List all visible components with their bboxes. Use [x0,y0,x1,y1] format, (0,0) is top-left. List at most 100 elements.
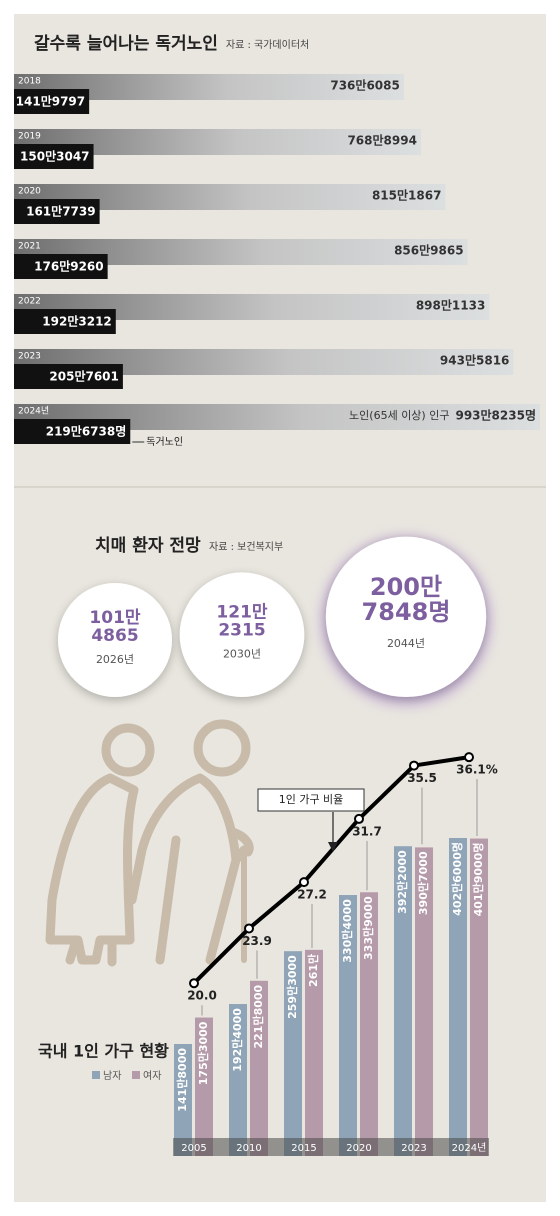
x-tick-label: 2015 [291,1143,316,1154]
bar-label: 402만6000명 [450,842,464,916]
bubble-value: 2315 [218,621,265,641]
population-label: 943만5816 [440,353,510,368]
bar [284,951,302,1156]
bar-label: 390만7000 [416,851,430,915]
ratio-point [354,813,364,824]
bubble-year: 2044년 [387,637,425,650]
bubble-value: 200만 [370,573,442,601]
series-annotation: 노인(65세 이상) 인구 [349,409,449,422]
solitary-label: 205만7601 [49,369,119,384]
population-label: 768만8994 [347,133,417,148]
solitary-bar [14,364,123,389]
bar [415,847,433,1156]
ratio-point [464,752,474,763]
bar [360,892,378,1156]
bar-label: 261만 [306,954,320,987]
bar-label: 401만9000명 [471,843,485,917]
population-label: 815만1867 [372,188,442,203]
bar-label: 141만8000 [175,1048,189,1112]
ratio-point [299,877,309,888]
x-tick-label: 2010 [236,1143,261,1154]
year-label: 2022 [18,297,41,307]
year-label: 2021 [18,242,41,252]
legend-label: 남자 [103,1070,121,1082]
population-label: 993만8235명 [455,408,536,423]
year-label: 2019 [18,132,41,142]
x-tick-label: 2005 [181,1143,206,1154]
bar-label: 392만2000 [395,850,409,914]
bar [470,838,488,1156]
bubble-value: 101만 [89,608,140,628]
bar-label: 259만3000 [285,955,299,1019]
bar [394,846,412,1156]
population-label: 898만1133 [416,298,486,313]
solitary-bar [14,89,90,114]
ratio-point [189,978,199,989]
solitary-label: 176만9260 [34,259,104,274]
bubble [179,572,305,697]
bubble-value: 121만 [216,603,267,623]
legend-label: 여자 [143,1070,161,1082]
source: 자료 : 보건복지부 [209,541,283,553]
bar [229,1004,247,1156]
bar [195,1017,213,1156]
solitary-label: 141만9797 [16,94,86,109]
legend-swatch [132,1071,140,1079]
elderly-illustration [45,719,254,967]
bar [305,949,323,1156]
solitary-label: 150만3047 [20,149,90,164]
legend-swatch [92,1071,100,1079]
bar [250,980,268,1156]
bar-label: 192만4000 [230,1008,244,1072]
bar-label: 221만8000 [251,984,265,1048]
ratio-point [409,760,419,771]
solitary-label: 219만6738명 [46,424,127,439]
year-label: 2023 [18,352,41,362]
chart-title: 갈수록 늘어나는 독거노인 [34,34,218,54]
solitary-bar [14,144,94,169]
ratio-label: 31.7 [352,824,382,838]
ratio-label: 20.0 [187,989,217,1003]
solitary-bar [14,199,100,224]
bubble-value: 7848명 [362,598,451,626]
bubble-year: 2026년 [96,653,134,666]
annotation-box [257,788,365,812]
x-tick-label: 2020 [346,1143,371,1154]
solitary-bar [14,254,108,279]
bar-label: 333만9000 [361,896,375,960]
chart-title: 국내 1인 가구 현황 [38,1042,169,1061]
chart-title: 치매 환자 전망 [95,536,201,556]
ratio-label: 36.1% [456,763,498,777]
source: 자료 : 국가데이터처 [226,39,309,51]
axis-band [173,1138,489,1156]
x-tick-label: 2023 [401,1143,426,1154]
x-tick-label: 2024년 [452,1142,487,1154]
population-label: 856만9865 [394,243,464,258]
ratio-point [244,923,254,934]
solitary-bar [14,309,116,334]
bar [174,1043,192,1156]
bar [339,895,357,1156]
ratio-label: 27.2 [297,888,327,902]
ratio-line [192,755,470,985]
solitary-label: 161만7739 [26,204,96,219]
solitary-bar [14,419,131,444]
year-label: 2018 [18,77,41,87]
bubble [325,536,487,697]
bar [449,838,467,1156]
ratio-label: 35.5 [407,771,437,785]
ratio-label: 23.9 [242,934,272,948]
year-label: 2020 [18,187,41,197]
population-label: 736만6085 [330,78,400,93]
annotation-arrowhead [328,842,338,852]
bubble-value: 4865 [91,626,138,646]
series-annotation: 독거노인 [146,436,183,448]
bubble [58,583,172,697]
bubble-year: 2030년 [223,648,261,661]
bar-label: 330만4000 [340,899,354,963]
solitary-label: 192만3212 [42,314,112,329]
year-label: 2024년 [18,406,49,417]
annotation: 1인 가구 비율 [279,793,344,806]
bar-label: 175만3000 [196,1021,210,1085]
